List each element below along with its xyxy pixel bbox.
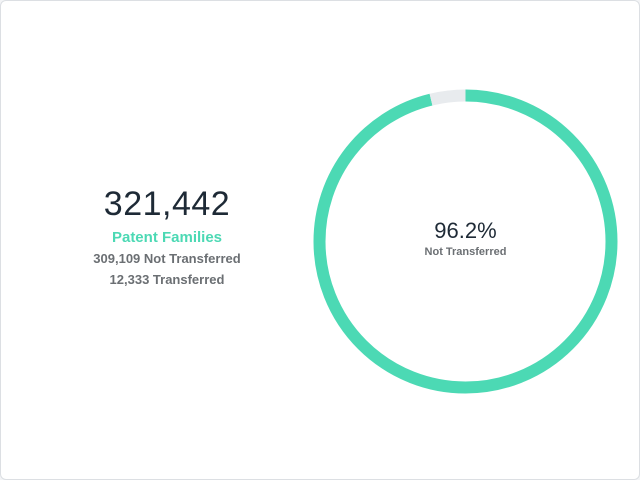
total-label: Patent Families — [111, 229, 223, 246]
donut-svg — [313, 89, 618, 394]
donut-chart: 96.2% Not Transferred — [313, 89, 618, 394]
summary-block: 321,442 Patent Families 309,109 Not Tran… — [67, 184, 267, 290]
donut-label: Not Transferred — [424, 246, 507, 258]
transferred-count: 12,333 Transferred — [109, 272, 225, 287]
donut-center: 96.2% Not Transferred — [313, 217, 618, 259]
donut-slice-transferred — [313, 89, 618, 394]
not-transferred-count: 309,109 Not Transferred — [93, 251, 241, 266]
donut-percent: 96.2% — [434, 218, 497, 243]
total-count: 321,442 — [103, 185, 231, 223]
